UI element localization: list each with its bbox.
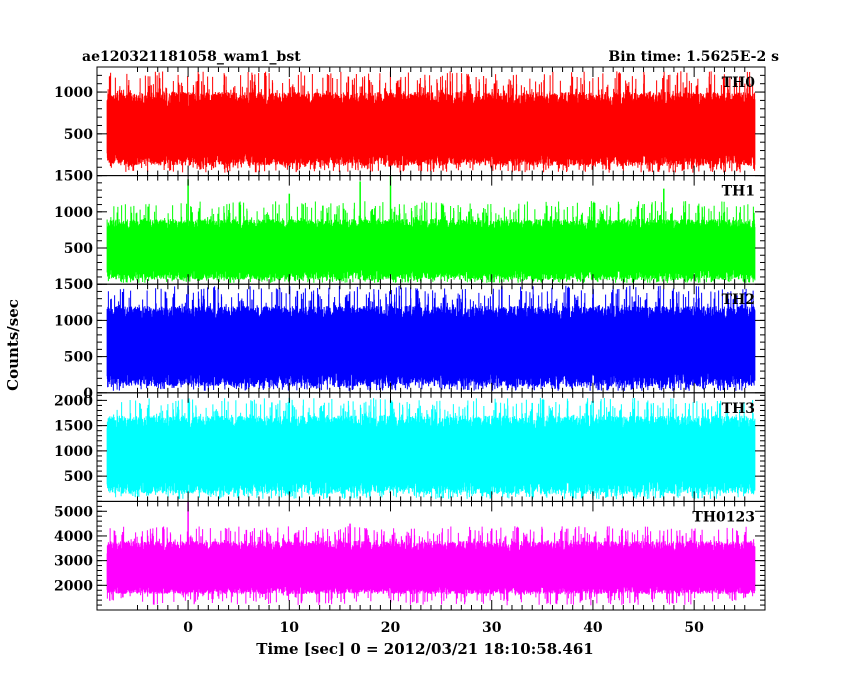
y-tick-label: 1500 bbox=[54, 169, 93, 185]
y-tick-label: 1000 bbox=[54, 205, 93, 221]
y-tick-label: 1000 bbox=[54, 313, 93, 329]
y-tick-label: 500 bbox=[64, 350, 93, 366]
y-tick-label: 1000 bbox=[54, 444, 93, 460]
series-label-th0123: TH0123 bbox=[692, 509, 755, 525]
y-tick-label: 2000 bbox=[54, 393, 93, 409]
y-axis-title: Counts/sec bbox=[4, 299, 22, 391]
x-tick-label: 40 bbox=[583, 620, 603, 636]
panel-th3: 500 1000 1500 2000 TH3 bbox=[54, 392, 766, 502]
panel-th1: 0 500 1000 1500 TH1 bbox=[54, 169, 766, 293]
y-tick-label: 0 bbox=[83, 277, 93, 293]
x-tick-label: 30 bbox=[482, 620, 502, 636]
y-tick-label: 3000 bbox=[54, 554, 93, 570]
series-label-th3: TH3 bbox=[722, 401, 755, 417]
series-th2-curve bbox=[106, 285, 756, 391]
x-tick-label: 0 bbox=[183, 620, 193, 636]
x-tick-label: 10 bbox=[280, 620, 300, 636]
y-tick-label: 4000 bbox=[54, 529, 93, 545]
x-tick-label: 20 bbox=[381, 620, 401, 636]
series-label-th0: TH0 bbox=[722, 75, 756, 91]
y-tick-label: 500 bbox=[64, 241, 93, 257]
y-tick-label: 1000 bbox=[54, 85, 93, 101]
series-label-th1: TH1 bbox=[722, 184, 755, 200]
panel-th0123: 2000 3000 4000 5000 TH0123 bbox=[54, 500, 766, 611]
panel-th2: 0 500 1000 1500 TH2 bbox=[54, 277, 766, 402]
chart-title: ae120321181058_wam1_bst bbox=[82, 49, 301, 65]
y-tick-label: 5000 bbox=[54, 504, 93, 520]
series-th3-curve bbox=[106, 398, 756, 500]
y-tick-label: 500 bbox=[64, 469, 93, 485]
x-axis-title: Time [sec] 0 = 2012/03/21 18:10:58.461 bbox=[256, 640, 593, 658]
y-tick-label: 1500 bbox=[54, 419, 93, 435]
series-th1-curve bbox=[106, 201, 756, 283]
panel-th0: 500 1000 TH0 bbox=[54, 66, 766, 177]
panel-stack: 5001000TH0050010001500TH1050010001500TH2… bbox=[54, 66, 766, 636]
y-tick-label: 1500 bbox=[54, 277, 93, 293]
y-tick-label: 500 bbox=[64, 127, 93, 143]
y-tick-label: 2000 bbox=[54, 578, 93, 594]
y-tick-label: 0 bbox=[83, 386, 93, 402]
bin-time-label: Bin time: 1.5625E-2 s bbox=[608, 49, 779, 65]
series-label-th2: TH2 bbox=[722, 292, 755, 308]
x-tick-label: 50 bbox=[684, 620, 704, 636]
series-th0123-curve bbox=[106, 526, 756, 606]
series-th0-curve bbox=[106, 71, 756, 173]
